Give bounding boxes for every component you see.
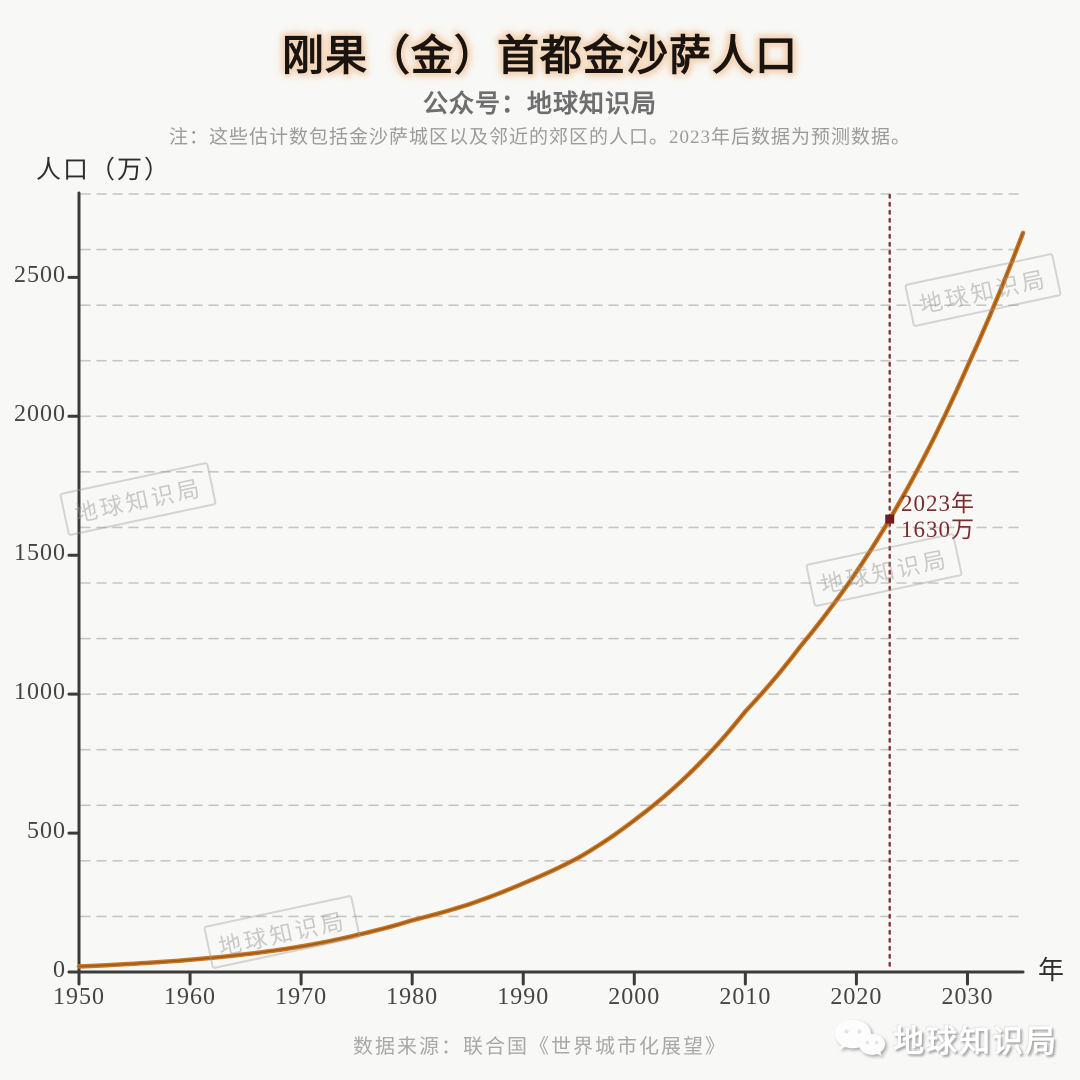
- y-tick-label: 2500: [14, 262, 66, 289]
- chart-note: 注：这些估计数包括金沙萨城区以及邻近的郊区的人口。2023年后数据为预测数据。: [168, 127, 911, 148]
- population-curve: [76, 230, 1026, 969]
- x-tick-label: 1980: [386, 984, 439, 1010]
- x-tick-label: 2020: [830, 984, 883, 1010]
- x-tick-label: 1970: [275, 984, 328, 1010]
- population-curve-core: [78, 232, 1024, 968]
- annotation-year: 2023年: [901, 491, 975, 516]
- x-axis-title: 年: [1038, 956, 1065, 985]
- x-tick-label: 2010: [719, 984, 772, 1010]
- data-point-marker-2023: [885, 514, 895, 524]
- y-axis-title: 人口（万）: [36, 157, 172, 184]
- annotation-value: 1630万: [901, 517, 975, 542]
- x-tick-label: 1950: [53, 984, 105, 1010]
- data-source: 数据来源：联合国《世界城市化展望》: [353, 1036, 727, 1058]
- page-title: 刚果（金）首都金沙萨人口: [281, 31, 798, 80]
- y-tick-label: 1500: [14, 540, 66, 567]
- x-tick-label: 2000: [608, 984, 661, 1010]
- y-tick-label: 2000: [14, 401, 66, 428]
- x-tick-label: 2030: [941, 984, 994, 1010]
- brand-name: 地球知识局: [893, 1024, 1058, 1060]
- x-tick-label: 1990: [497, 984, 550, 1010]
- data-annotation-2023: 2023年 1630万: [901, 491, 975, 543]
- wechat-icon: [835, 1019, 885, 1056]
- subtitle-account: 公众号：地球知识局: [422, 89, 657, 118]
- y-tick-label: 1000: [14, 679, 66, 706]
- brand-logo: 地球知识局: [833, 1016, 1058, 1061]
- y-tick-label: 0: [53, 957, 66, 983]
- x-tick-label: 1960: [164, 984, 217, 1010]
- y-tick-label: 500: [27, 818, 66, 845]
